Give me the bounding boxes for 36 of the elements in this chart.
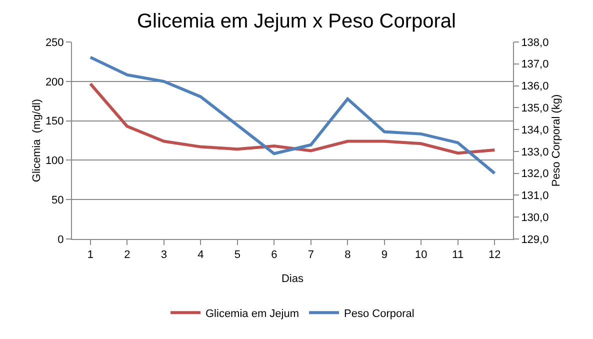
y-tick-label: 0 (58, 234, 64, 246)
line-series (88, 56, 496, 175)
x-tick-label: 9 (381, 249, 388, 262)
line-series (88, 82, 496, 155)
y2-tick-label: 135,0 (521, 102, 549, 115)
y2-tick-label: 133,0 (521, 146, 549, 158)
y2-tick-label: 134,0 (521, 124, 549, 136)
y2-tick-label: 131,0 (521, 190, 549, 202)
y2-tick-label: 129,0 (521, 234, 549, 246)
y-axis-title: Glicemia (mg/dl) (31, 98, 43, 182)
x-axis-title: Dias (281, 273, 304, 285)
x-tick-label: 10 (415, 249, 428, 262)
x-tick-label: 8 (344, 249, 351, 262)
x-tick-label: 6 (271, 249, 278, 262)
chart-title: Glicemia em Jejum x Peso Corporal (137, 10, 456, 33)
x-tick-label: 3 (160, 249, 167, 262)
x-tick-label: 5 (234, 249, 240, 262)
y2-tick-label: 137,0 (521, 58, 549, 71)
y-tick-label: 50 (52, 194, 64, 206)
y-tick-label: 100 (45, 155, 64, 168)
x-tick-label: 7 (308, 249, 314, 262)
y2-axis-title: Peso Corporal (kg) (550, 94, 563, 187)
x-tick-label: 1 (87, 249, 94, 262)
y2-tick-label: 138,0 (521, 36, 549, 49)
y-tick-label: 150 (45, 116, 64, 128)
x-tick-label: 11 (452, 249, 464, 262)
y2-tick-label: 130,0 (521, 212, 549, 224)
x-tick-label: 2 (124, 249, 130, 262)
y-tick-label: 250 (45, 36, 64, 49)
y2-tick-label: 132,0 (521, 168, 549, 180)
legend-label: Glicemia em Jejum (206, 308, 300, 320)
x-tick-label: 4 (198, 249, 204, 262)
legend-label: Peso Corporal (344, 308, 414, 320)
y2-tick-label: 136,0 (521, 80, 549, 93)
x-tick-label: 12 (488, 249, 501, 262)
y-tick-label: 200 (45, 76, 64, 88)
